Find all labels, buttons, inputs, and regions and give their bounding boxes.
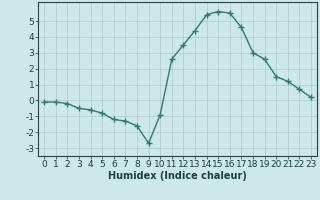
X-axis label: Humidex (Indice chaleur): Humidex (Indice chaleur) bbox=[108, 171, 247, 181]
